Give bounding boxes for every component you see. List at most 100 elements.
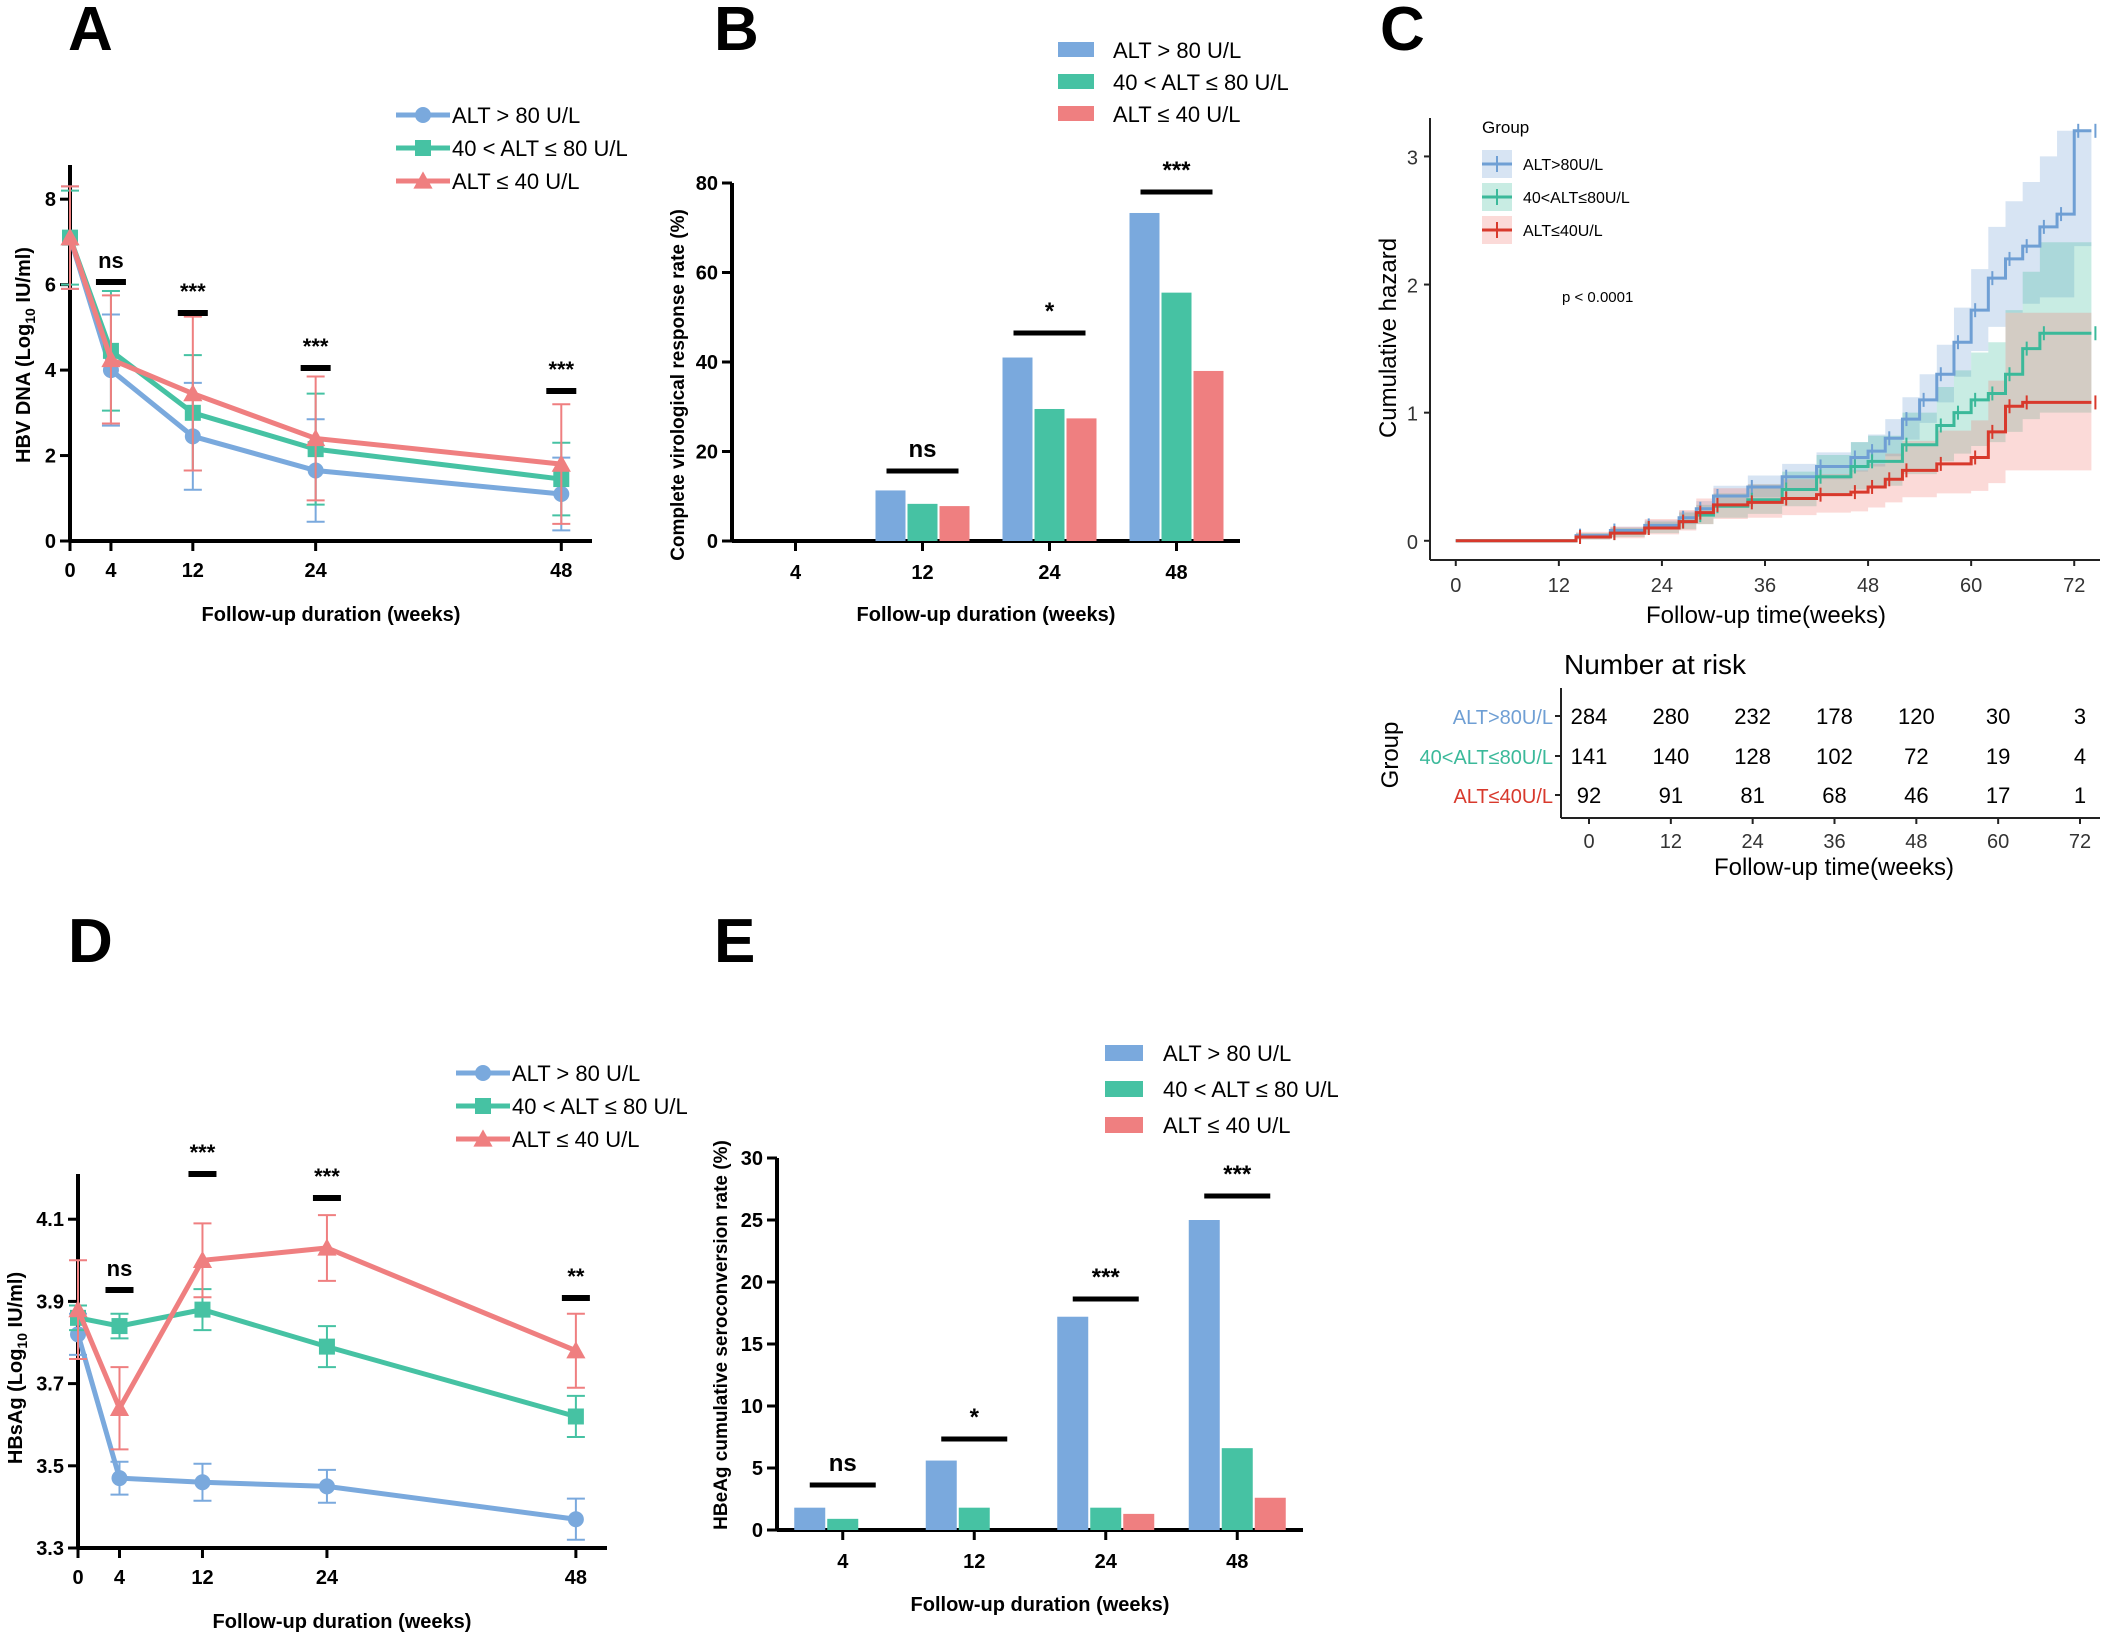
risk-count: 280 <box>1652 704 1689 729</box>
panel-letter-c: C <box>1380 0 1425 64</box>
confidence-band <box>1455 130 2092 541</box>
bar <box>1057 1316 1089 1530</box>
bar <box>1123 1513 1155 1530</box>
y-tick-label: 3.7 <box>36 1374 64 1396</box>
significance-label: *** <box>190 1140 216 1165</box>
y-tick-label: 60 <box>696 263 718 285</box>
bar <box>939 506 970 541</box>
y-tick-label: 0 <box>1407 532 1418 554</box>
data-point <box>306 428 326 447</box>
risk-x-tick-label: 48 <box>1905 831 1927 853</box>
risk-count: 141 <box>1571 744 1608 769</box>
y-tick-label: 80 <box>696 173 718 195</box>
bar <box>907 503 938 541</box>
y-tick-label: 0 <box>752 1520 763 1542</box>
significance-label: ns <box>829 1450 857 1477</box>
legend-marker <box>415 107 431 123</box>
data-point <box>192 1250 213 1268</box>
x-tick-label: 0 <box>72 1567 83 1589</box>
legend-label: ALT ≤ 40 U/L <box>512 1127 639 1152</box>
risk-x-tick-label: 0 <box>1583 831 1594 853</box>
significance-label: *** <box>1162 157 1191 184</box>
y-tick-label: 40 <box>696 352 718 374</box>
data-point <box>566 1341 586 1359</box>
x-axis-title: Follow-up duration (weeks) <box>911 1594 1170 1616</box>
bar <box>1090 1507 1122 1530</box>
risk-count: 128 <box>1734 744 1771 769</box>
legend-marker <box>415 140 431 156</box>
legend-label: ALT ≤ 40 U/L <box>452 169 579 194</box>
data-point <box>68 1300 88 1318</box>
legend-swatch <box>1105 1117 1143 1133</box>
legend-marker <box>413 171 433 189</box>
data-point <box>183 383 203 402</box>
legend-swatch <box>1058 42 1094 57</box>
y-tick-label: 1 <box>1407 404 1418 426</box>
legend-swatch <box>1058 106 1094 121</box>
x-tick-label: 48 <box>1857 575 1879 597</box>
risk-count: 120 <box>1898 704 1935 729</box>
risk-count: 4 <box>2074 744 2086 769</box>
significance-label: *** <box>548 357 574 382</box>
legend-marker <box>475 1065 491 1081</box>
y-axis-title-main: HBV DNA (Log <box>13 324 35 463</box>
risk-count: 178 <box>1816 704 1853 729</box>
legend-title: Group <box>1482 118 1529 137</box>
panel-letter-a: A <box>68 0 113 64</box>
x-tick-label: 12 <box>1548 575 1570 597</box>
bar <box>1034 408 1065 541</box>
x-tick-label: 4 <box>837 1551 849 1573</box>
significance-label: ns <box>98 248 124 273</box>
data-point <box>567 1408 584 1425</box>
y-axis-title: HBsAg (Log10 IU/ml) <box>5 1272 30 1464</box>
y-tick-label: 4 <box>45 360 57 382</box>
x-tick-label: 24 <box>305 560 328 582</box>
x-tick-label: 36 <box>1754 575 1776 597</box>
legend-marker <box>473 1129 493 1147</box>
data-point <box>194 1474 211 1491</box>
legend-swatch <box>1058 74 1094 89</box>
bar <box>794 1507 826 1530</box>
significance-label: ns <box>908 436 936 463</box>
risk-count: 92 <box>1577 783 1601 808</box>
legend-swatch <box>1105 1081 1143 1097</box>
y-axis-title-main: HBsAg (Log <box>5 1349 27 1465</box>
y-tick-label: 20 <box>696 442 718 464</box>
y-tick-label: 3.3 <box>36 1538 64 1560</box>
risk-y-axis-title: Group <box>1377 722 1404 789</box>
y-tick-label: 5 <box>752 1458 763 1480</box>
x-tick-label: 48 <box>1165 562 1187 584</box>
legend-label: 40 < ALT ≤ 80 U/L <box>1163 1077 1339 1102</box>
y-tick-label: 15 <box>741 1334 763 1356</box>
legend-label: ALT ≤ 40 U/L <box>1163 1113 1290 1138</box>
significance-label: *** <box>314 1164 340 1189</box>
hazard-step-line <box>1455 400 2092 543</box>
x-tick-label: 24 <box>316 1567 339 1589</box>
confidence-band <box>1455 312 2092 541</box>
panel-letter-b: B <box>714 0 759 64</box>
x-tick-label: 4 <box>105 560 117 582</box>
y-tick-label: 3 <box>1407 147 1418 169</box>
legend-label: ALT > 80 U/L <box>452 103 580 128</box>
x-tick-label: 24 <box>1038 562 1061 584</box>
bar <box>1129 212 1160 542</box>
panel-letter-d: D <box>68 907 113 976</box>
risk-table-title: Number at risk <box>1564 649 1747 680</box>
risk-count: 81 <box>1740 783 1764 808</box>
legend-label: ALT > 80 U/L <box>1163 1041 1291 1066</box>
significance-label: *** <box>1223 1161 1252 1188</box>
legend-label: ALT > 80 U/L <box>512 1061 640 1086</box>
bar <box>1221 1448 1253 1530</box>
y-axis-title-sub: 10 <box>22 308 38 324</box>
legend-label: 40 < ALT ≤ 80 U/L <box>1113 70 1289 95</box>
risk-count: 1 <box>2074 783 2086 808</box>
x-axis-title: Follow-up time(weeks) <box>1646 602 1886 629</box>
data-point <box>567 1511 584 1528</box>
bar <box>827 1518 859 1530</box>
bar <box>925 1460 957 1530</box>
significance-label: *** <box>180 279 206 304</box>
